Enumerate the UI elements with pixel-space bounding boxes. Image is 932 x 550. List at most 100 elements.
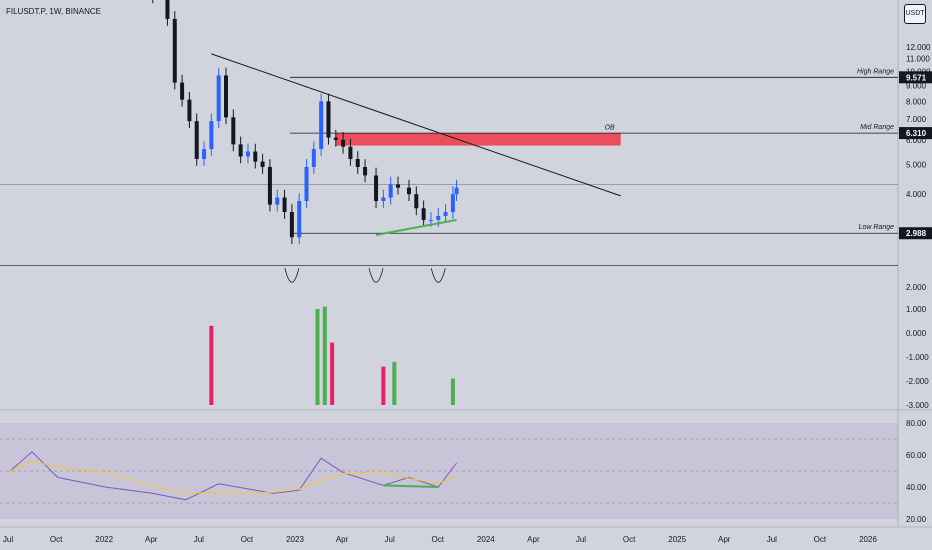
- candle-body: [443, 212, 448, 216]
- candle-body: [454, 187, 459, 195]
- price-tick-label: 4.000: [906, 190, 927, 199]
- time-tick-label: Jul: [385, 535, 395, 544]
- volume-bar: [381, 366, 386, 405]
- candle-body: [209, 121, 214, 150]
- volume-tick-label: -2.000: [906, 377, 929, 386]
- volume-tick-label: 1.000: [906, 305, 927, 314]
- price-tick-label: 6.000: [906, 136, 927, 145]
- volume-bar: [322, 306, 327, 405]
- price-tick-label: 2.000: [906, 283, 927, 292]
- time-tick-label: 2024: [477, 535, 495, 544]
- time-tick-label: 2022: [95, 535, 113, 544]
- volume-tick-label: 0.000: [906, 329, 927, 338]
- candle-body: [414, 194, 419, 209]
- bottom-pattern-arc: [284, 268, 300, 283]
- currency-button[interactable]: USDT: [904, 4, 926, 24]
- price-divergence-line: [375, 218, 457, 236]
- price-tick-label: 8.000: [906, 97, 927, 106]
- range-level-name: Low Range: [859, 224, 895, 231]
- candle-body: [289, 212, 294, 238]
- price-tick-label: 12.000: [906, 43, 931, 52]
- time-tick-label: Jul: [194, 535, 204, 544]
- candle-body: [180, 82, 185, 100]
- time-tick-label: 2026: [859, 535, 877, 544]
- order-block-label: OB: [605, 124, 615, 131]
- range-price-tag: 6.310: [906, 129, 927, 138]
- order-block-zone: [335, 133, 621, 146]
- time-tick-label: Apr: [336, 535, 349, 544]
- bottom-pattern-arc: [430, 268, 446, 283]
- candle-body: [282, 197, 287, 213]
- volume-bar: [330, 342, 335, 405]
- candle-body: [363, 166, 368, 176]
- candle-body: [275, 197, 280, 205]
- volume-tick-label: -3.000: [906, 401, 929, 410]
- price-pane-bg: [0, 0, 898, 408]
- candle-body: [333, 137, 338, 140]
- price-tick-label: 5.000: [906, 160, 927, 169]
- price-tick-label: 11.000: [906, 55, 930, 64]
- candle-body: [311, 149, 316, 167]
- candle-body: [253, 151, 258, 162]
- time-tick-label: Oct: [241, 535, 254, 544]
- volume-bar: [209, 325, 214, 405]
- candle-body: [436, 215, 441, 220]
- volume-tick-label: -1.000: [906, 353, 929, 362]
- rsi-tick-label: 60.00: [906, 451, 927, 460]
- candle-body: [326, 101, 331, 138]
- candle-body: [341, 139, 346, 147]
- rsi-divergence-line: [383, 484, 439, 488]
- volume-bar: [392, 361, 397, 405]
- bottom-pattern-arc: [368, 268, 384, 283]
- time-tick-label: Apr: [527, 535, 540, 544]
- candle-body: [450, 194, 455, 213]
- time-tick-label: Jul: [3, 535, 13, 544]
- time-tick-label: Oct: [623, 535, 636, 544]
- candle-body: [202, 149, 207, 160]
- symbol-title: FILUSDT.P, 1W, BINANCE: [6, 7, 101, 16]
- time-tick-label: 2025: [668, 535, 686, 544]
- candle-body: [381, 197, 386, 202]
- time-tick-label: Jul: [576, 535, 586, 544]
- candle-body: [216, 75, 221, 122]
- candle-body: [187, 99, 192, 122]
- candle-body: [355, 159, 360, 167]
- candle-body: [267, 166, 272, 205]
- candle-body: [304, 166, 309, 202]
- rsi-band-bg: [0, 423, 898, 519]
- price-tick-label: 9.000: [906, 82, 927, 91]
- candle-body: [224, 75, 229, 118]
- price-tick-label: 7.000: [906, 115, 927, 124]
- range-price-tag-bg: [899, 127, 932, 140]
- volume-bar: [450, 378, 455, 405]
- rsi-ma-line: [9, 460, 457, 494]
- time-tick-label: Apr: [718, 535, 731, 544]
- rsi-tick-label: 40.00: [906, 483, 927, 492]
- volume-bar: [315, 309, 320, 405]
- rsi-tick-label: 80.00: [906, 419, 927, 428]
- candle-body: [396, 184, 401, 188]
- candle-body: [260, 161, 265, 167]
- candle-body: [172, 18, 177, 83]
- candle-body: [297, 201, 302, 238]
- candle-body: [165, 0, 170, 19]
- candle-body: [238, 144, 243, 157]
- range-price-tag-bg: [899, 227, 932, 240]
- candle-body: [245, 151, 250, 157]
- range-price-tag-bg: [899, 71, 932, 84]
- rsi-line: [9, 451, 457, 501]
- candle-body: [194, 121, 199, 160]
- time-tick-label: Oct: [432, 535, 445, 544]
- descending-trendline: [211, 53, 621, 197]
- time-tick-label: Oct: [814, 535, 827, 544]
- candle-body: [348, 146, 353, 160]
- time-tick-label: Apr: [145, 535, 158, 544]
- time-tick-label: Jul: [767, 535, 777, 544]
- range-level-name: High Range: [857, 68, 894, 75]
- candle-body: [231, 117, 236, 145]
- candle-body: [428, 219, 433, 221]
- candle-body: [374, 175, 379, 202]
- candle-body: [319, 101, 324, 150]
